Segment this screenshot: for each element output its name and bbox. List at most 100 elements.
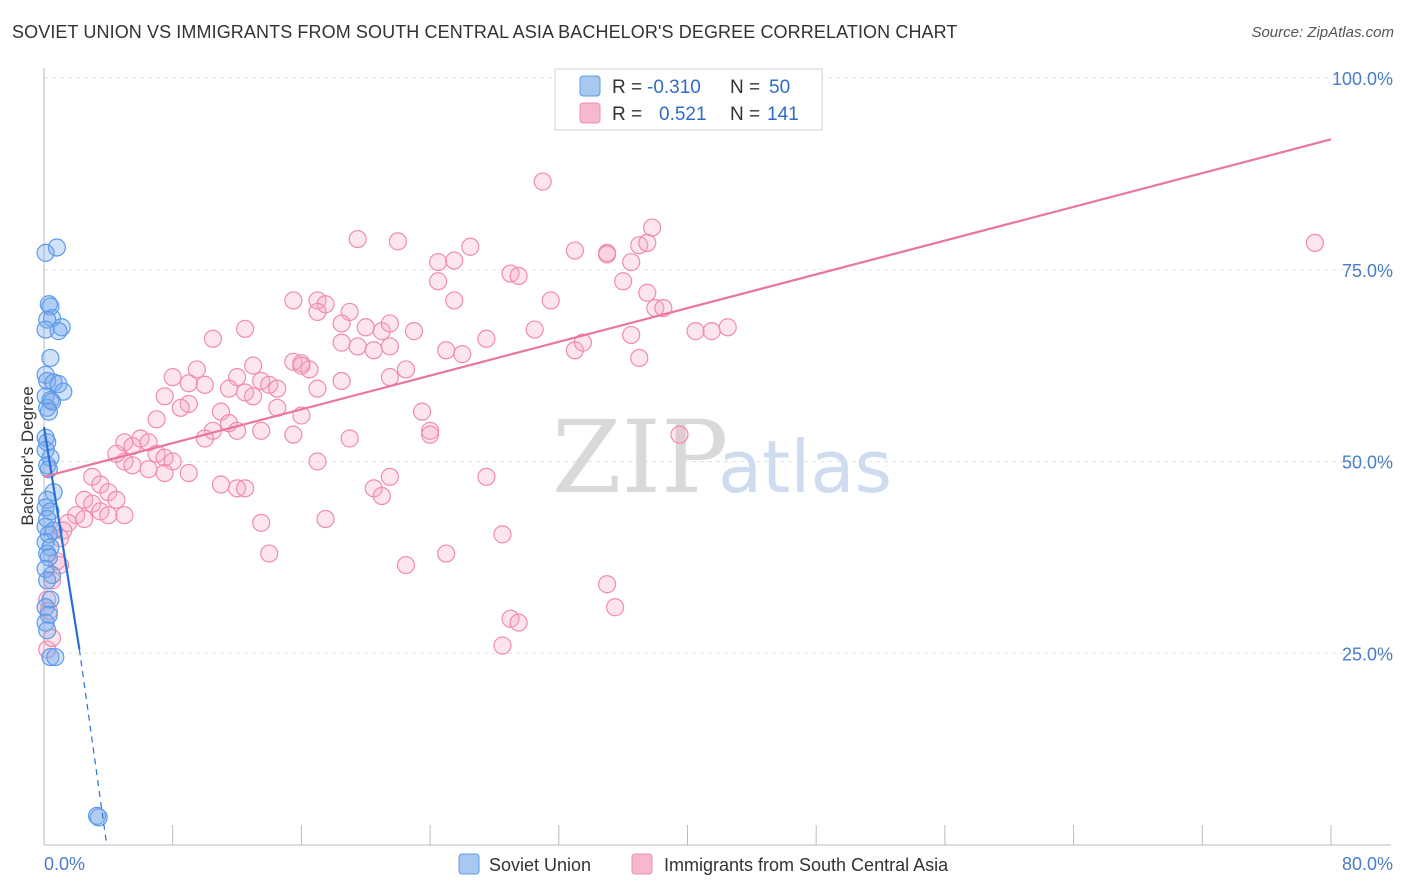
point-south-central-asia (525, 320, 544, 339)
point-south-central-asia (203, 329, 223, 348)
point-south-central-asia (284, 425, 303, 444)
point-south-central-asia (332, 314, 351, 333)
legend-swatch-south-central-asia (579, 102, 601, 124)
point-south-central-asia (638, 283, 657, 302)
point-south-central-asia (638, 233, 657, 253)
point-south-central-asia (509, 613, 528, 632)
point-south-central-asia (437, 341, 456, 360)
point-soviet-union (41, 647, 60, 667)
point-south-central-asia (412, 402, 432, 421)
bottom-legend-label-soviet-union: Soviet Union (489, 855, 591, 875)
point-soviet-union (39, 402, 58, 421)
point-south-central-asia (493, 636, 512, 655)
point-south-central-asia (235, 479, 255, 498)
point-south-central-asia (308, 452, 327, 471)
point-soviet-union (47, 238, 66, 257)
point-south-central-asia (404, 322, 424, 341)
trendline-soviet-union (42, 426, 81, 650)
point-south-central-asia (718, 318, 737, 337)
bottom-legend: Soviet Union Immigrants from South Centr… (458, 853, 949, 875)
point-south-central-asia (643, 218, 662, 237)
point-south-central-asia (597, 575, 617, 594)
point-south-central-asia (292, 356, 311, 375)
point-south-central-asia (42, 571, 62, 590)
point-south-central-asia (123, 456, 142, 475)
point-south-central-asia (396, 555, 416, 575)
point-south-central-asia (421, 421, 440, 440)
y-tick-label: 50.0% (1342, 453, 1393, 473)
y-tick-label: 75.0% (1342, 261, 1393, 281)
point-south-central-asia (332, 333, 351, 352)
legend-r-value: -0.310 (647, 77, 701, 98)
point-soviet-union (46, 647, 65, 667)
point-south-central-asia (252, 513, 271, 532)
point-south-central-asia (195, 375, 214, 394)
point-south-central-asia (477, 467, 496, 486)
point-south-central-asia (573, 333, 593, 352)
legend-n-label: N = (730, 104, 760, 125)
point-soviet-union (39, 548, 58, 567)
point-south-central-asia (461, 237, 480, 256)
point-south-central-asia (509, 266, 528, 285)
x-tick-label: 0.0% (44, 854, 85, 874)
point-south-central-asia (453, 345, 472, 364)
point-south-central-asia (155, 387, 174, 406)
watermark-zip: ZIP (552, 399, 728, 516)
point-south-central-asia (244, 387, 263, 406)
point-south-central-asia (364, 341, 383, 360)
bottom-legend-swatch-soviet-union (458, 853, 480, 875)
point-south-central-asia (670, 425, 689, 444)
trend-lines (42, 138, 1332, 846)
legend-n-label: N = (730, 77, 760, 98)
point-south-central-asia (429, 272, 448, 291)
point-south-central-asia (171, 398, 190, 417)
point-south-central-asia (380, 314, 399, 333)
point-soviet-union (38, 371, 57, 391)
point-south-central-asia (340, 429, 359, 448)
point-soviet-union (41, 348, 60, 368)
point-south-central-asia (630, 348, 649, 368)
point-south-central-asia (445, 251, 464, 270)
point-south-central-asia (702, 322, 721, 341)
point-south-central-asia (533, 172, 552, 191)
point-south-central-asia (260, 544, 279, 563)
point-south-central-asia (179, 374, 198, 393)
point-south-central-asia (421, 425, 440, 444)
legend-r-label: R = (612, 104, 642, 125)
point-south-central-asia (1305, 233, 1325, 253)
point-south-central-asia (284, 291, 303, 310)
point-south-central-asia (445, 291, 464, 310)
point-south-central-asia (372, 486, 391, 506)
point-soviet-union (36, 532, 55, 552)
point-south-central-asia (99, 506, 118, 525)
point-south-central-asia (139, 460, 158, 479)
point-soviet-union (36, 243, 55, 262)
point-south-central-asia (348, 229, 367, 249)
point-south-central-asia (380, 337, 399, 356)
point-soviet-union (38, 621, 57, 640)
x-tick-labels: 0.0% 80.0% (44, 854, 1393, 874)
y-tick-label: 25.0% (1342, 644, 1393, 664)
point-south-central-asia (380, 467, 399, 486)
point-south-central-asia (219, 379, 239, 398)
point-soviet-union (89, 808, 108, 827)
point-south-central-asia (356, 318, 375, 337)
point-south-central-asia (75, 509, 94, 529)
point-soviet-union (38, 571, 57, 590)
point-south-central-asia (308, 379, 327, 398)
point-soviet-union (42, 565, 62, 585)
point-south-central-asia (541, 291, 560, 310)
point-south-central-asia (252, 421, 271, 440)
y-tick-label: 100.0% (1332, 69, 1393, 89)
bottom-legend-swatch-south-central-asia (631, 853, 653, 875)
point-south-central-asia (493, 525, 512, 544)
point-south-central-asia (348, 337, 367, 356)
point-south-central-asia (115, 506, 134, 525)
point-south-central-asia (429, 252, 448, 272)
point-soviet-union (36, 320, 55, 339)
legend: R = -0.310 N = 50 R = 0.521 N = 141 (554, 68, 823, 131)
x-tick-label: 80.0% (1342, 854, 1393, 874)
point-south-central-asia (565, 241, 584, 260)
point-south-central-asia (622, 325, 641, 345)
